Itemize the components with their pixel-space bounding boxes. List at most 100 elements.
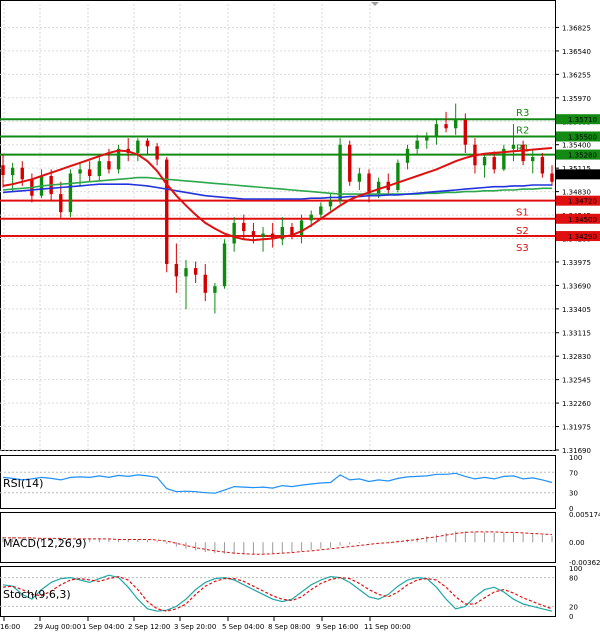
candle-body (328, 200, 333, 207)
time-tick-label: 16:00 (0, 623, 20, 631)
indicator-tick-label: 0.005174 (569, 511, 600, 519)
candle-body (463, 120, 468, 145)
time-tick-label: 11 Sep 00:00 (364, 623, 411, 631)
candle-body (280, 227, 285, 240)
current-price-marker: 1.35040 (556, 169, 600, 180)
candle-body (97, 161, 102, 176)
candle-body (184, 268, 188, 277)
time-tick-label: 8 Sep 08:00 (268, 623, 310, 631)
candle-body (453, 120, 458, 129)
ma-line-green (2, 176, 552, 195)
candle-body (10, 167, 15, 176)
rsi-line (2, 472, 553, 494)
candle-body (521, 144, 525, 162)
macd-label: MACD(12,26,9) (3, 537, 87, 550)
candle-body (165, 159, 169, 265)
level-price-box (556, 114, 600, 125)
candle-body (396, 162, 400, 190)
price-tick-label: 1.33690 (562, 282, 591, 290)
price-tick-label: 1.36540 (562, 48, 591, 56)
candle-body (203, 274, 207, 293)
price-tick-label: 1.32830 (562, 353, 591, 361)
macd-panel: 0.005174 0.00 -0.003629 MACD(12,26,9) (0, 511, 600, 567)
candle-body (145, 140, 150, 147)
indicator-tick-label: 0.00 (569, 539, 585, 547)
candle-body (338, 144, 342, 201)
indicator-tick-label: 100 (569, 454, 582, 462)
candle-body (502, 148, 506, 170)
candle-body (270, 233, 275, 240)
candle-body (511, 144, 516, 149)
price-tick-label: 1.35400 (562, 142, 591, 150)
candle-body (174, 264, 179, 277)
candle-body (20, 167, 24, 180)
time-tick-label: 29 Aug 00:00 (34, 623, 81, 631)
price-tick-label: 1.34830 (562, 189, 591, 197)
stoch-signal-line (2, 575, 553, 612)
candle-body (376, 181, 381, 195)
level-price-label: 1.34290 (568, 233, 597, 241)
indicator-tick-label: 100 (569, 565, 582, 573)
indicator-tick-label: 0 (569, 613, 573, 621)
level-price-label: 1.35280 (568, 152, 597, 160)
time-tick-label: 2 Sep 12:00 (128, 623, 170, 631)
price-panel: 1.368251.365401.362551.359701.356851.354… (0, 0, 600, 455)
candle-body (357, 173, 362, 182)
level-name-s2: S2 (516, 226, 529, 237)
candle-body (290, 227, 294, 236)
indicator-tick-label: 0 (569, 505, 573, 513)
candle-body (482, 157, 487, 166)
level-price-label: 1.34500 (568, 216, 597, 224)
price-panel-frame (0, 0, 556, 451)
price-tick-label: 1.32545 (562, 377, 591, 385)
price-tick-label: 1.32260 (562, 400, 591, 408)
candle-body (213, 286, 217, 293)
candle-body (444, 124, 448, 129)
candle-body (116, 148, 121, 170)
stoch-plot: 100 80 20 0 (0, 565, 582, 621)
ma-line-blue (2, 183, 552, 200)
candle-body (348, 144, 352, 182)
candle-body (367, 173, 371, 195)
candle-body (531, 157, 535, 162)
level-price-box (556, 231, 600, 242)
level-price-box (556, 195, 600, 206)
candle-body (87, 169, 92, 176)
candlesticks (1, 103, 554, 314)
level-price-label: 1.35710 (568, 116, 597, 124)
candle-body (492, 157, 496, 170)
level-price-label: 1.35500 (568, 133, 597, 141)
candle-body (68, 173, 73, 213)
level-price-box (556, 213, 600, 224)
candle-body (540, 157, 545, 174)
candle-body (550, 173, 554, 182)
time-tick-label: 5 Sep 04:00 (222, 623, 264, 631)
level-name-s1: S1 (516, 208, 529, 219)
candle-body (261, 233, 265, 237)
current-price-box (556, 169, 600, 180)
indicator-tick-label: 20 (569, 603, 578, 611)
level-name-s3: S3 (516, 243, 529, 254)
indicator-tick-label: 30 (569, 490, 578, 498)
candle-body (136, 140, 140, 153)
level-price-box (556, 131, 600, 142)
price-tick-label: 1.31690 (562, 447, 591, 455)
candle-body (309, 214, 313, 221)
level-price-box (556, 149, 600, 160)
time-axis: 16:00 29 Aug 00:00 1 Sep 04:00 2 Sep 12:00 3… (0, 617, 411, 631)
price-tick-label: 1.36825 (562, 24, 591, 32)
time-tick-label: 3 Sep 20:00 (174, 623, 216, 631)
price-tick-label: 1.33405 (562, 306, 591, 314)
scroll-triangle-icon[interactable] (371, 2, 379, 6)
candle-body (425, 136, 429, 141)
price-tick-label: 1.36255 (562, 71, 591, 79)
price-tick-label: 1.35970 (562, 95, 591, 103)
price-tick-label: 1.33115 (562, 330, 591, 338)
candle-body (319, 206, 323, 215)
price-tick-label: 1.31975 (562, 424, 591, 432)
candle-body (1, 165, 5, 176)
candle-body (251, 231, 256, 237)
indicator-tick-label: 70 (569, 469, 578, 477)
time-tick-label: 9 Sep 16:00 (316, 623, 358, 631)
